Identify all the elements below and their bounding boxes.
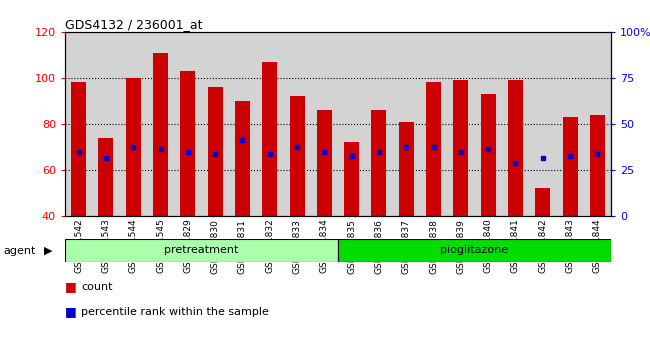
Bar xyxy=(289,96,305,216)
Bar xyxy=(535,188,551,216)
Bar xyxy=(590,115,605,216)
Bar xyxy=(398,122,414,216)
Text: pretreatment: pretreatment xyxy=(164,245,239,256)
Bar xyxy=(235,101,250,216)
Bar xyxy=(125,78,141,216)
Bar xyxy=(508,80,523,216)
Bar xyxy=(371,110,387,216)
Text: pioglitazone: pioglitazone xyxy=(441,245,508,256)
Bar xyxy=(207,87,223,216)
Bar xyxy=(180,71,196,216)
Bar xyxy=(426,82,441,216)
Bar xyxy=(71,82,86,216)
Bar xyxy=(98,138,114,216)
Bar xyxy=(317,110,332,216)
Text: ■: ■ xyxy=(65,305,77,318)
Text: ▶: ▶ xyxy=(44,246,53,256)
FancyBboxPatch shape xyxy=(338,239,611,262)
Text: percentile rank within the sample: percentile rank within the sample xyxy=(81,307,269,316)
Text: count: count xyxy=(81,282,112,292)
Text: GDS4132 / 236001_at: GDS4132 / 236001_at xyxy=(65,18,203,31)
Bar xyxy=(262,62,278,216)
Text: agent: agent xyxy=(3,246,36,256)
Text: ■: ■ xyxy=(65,280,77,293)
Bar xyxy=(344,142,359,216)
Bar xyxy=(153,53,168,216)
FancyBboxPatch shape xyxy=(65,239,338,262)
Bar xyxy=(480,94,496,216)
Bar xyxy=(562,117,578,216)
Bar xyxy=(453,80,469,216)
